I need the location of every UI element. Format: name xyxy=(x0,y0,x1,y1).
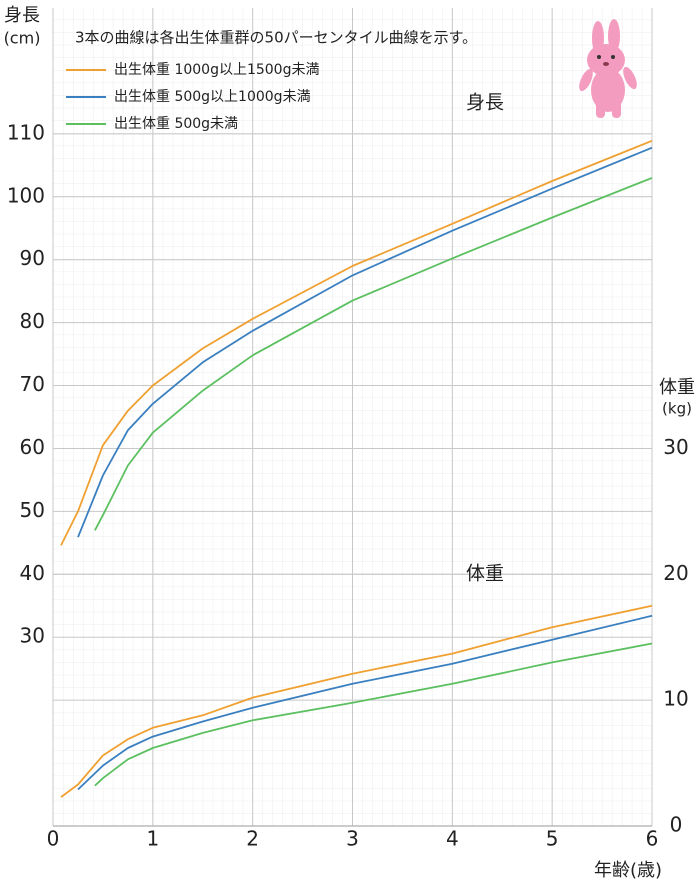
x-tick-label: 4 xyxy=(446,827,459,851)
weight-line xyxy=(60,604,653,798)
legend-label: 出生体重 1000g以上1500g未満 xyxy=(114,62,319,78)
y-tick-label: 30 xyxy=(20,624,45,648)
y-tick-label: 60 xyxy=(20,435,45,459)
height-label: 身長 xyxy=(466,92,504,114)
y2-tick-label: 20 xyxy=(663,561,688,585)
y-unit: (cm) xyxy=(4,29,41,48)
plot: 0 1 2 3 4 5 6 30 40 50 60 70 80 90 100 110 0 10 20 30 出生体重 1… xyxy=(7,8,689,851)
x-tick-label: 3 xyxy=(346,827,359,851)
y-tick-label: 100 xyxy=(7,183,45,207)
y-label: 身長 xyxy=(4,5,40,26)
weight-line xyxy=(77,614,653,791)
rabbit-icon xyxy=(579,19,637,118)
y-tick-label: 110 xyxy=(7,120,45,144)
weight-label: 体重 xyxy=(466,563,504,585)
y-tick-label: 70 xyxy=(20,372,45,396)
note: 3本の曲線は各出生体重群の50パーセンタイル曲線を示す。 xyxy=(75,29,477,47)
y2-tick-label: 30 xyxy=(663,435,688,459)
height-line xyxy=(60,139,653,546)
x-tick-label: 6 xyxy=(646,827,659,851)
y2-unit: (kg) xyxy=(662,400,692,418)
y-tick-label: 40 xyxy=(20,561,45,585)
legend-label: 出生体重 500g以上1000g未満 xyxy=(114,89,311,105)
y2-label: 体重 xyxy=(659,377,695,398)
x-tick-label: 0 xyxy=(47,827,60,851)
y-tick-label: 50 xyxy=(20,498,45,522)
y-tick-label: 80 xyxy=(20,309,45,333)
weight-line xyxy=(94,642,653,787)
x-tick-label: 2 xyxy=(246,827,259,851)
x-label: 年齢(歳) xyxy=(594,860,662,881)
y-tick-label: 90 xyxy=(20,246,45,270)
y2-tick-label: 0 xyxy=(670,813,683,837)
x-tick-label: 5 xyxy=(546,827,559,851)
y2-tick-label: 10 xyxy=(663,687,688,711)
height-line xyxy=(77,146,653,538)
legend-label: 出生体重 500g未満 xyxy=(114,116,238,132)
height-line xyxy=(94,177,653,531)
x-tick-label: 1 xyxy=(146,827,159,851)
